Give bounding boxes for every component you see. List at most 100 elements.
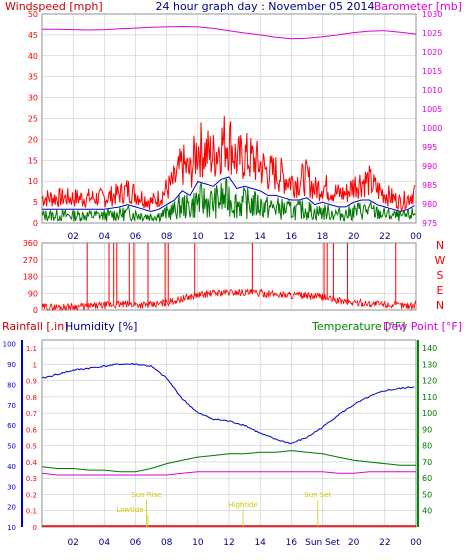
humidity-tick-label: 20 [7,504,16,512]
humidity-axis-title: Humidity [%] [65,320,137,333]
x-tick-label-bottom: 08 [161,538,173,548]
direction-trace [41,288,417,312]
barometer-axis-title: Barometer [mb] [374,0,462,13]
wind-tick-label: 10 [28,177,38,186]
rain-tick-label: 0.6 [26,426,38,434]
windspeed-axis-title: Windspeed [mph] [5,0,103,13]
temperature-tick-label: 40 [422,507,432,516]
compass-label: N [436,239,444,252]
x-tick-label-top: 12 [223,232,234,242]
event-label: Hightide [228,501,258,509]
barometer-tick-label: 995 [422,143,437,152]
barometer-tick-label: 1030 [422,10,442,19]
wind-tick-label: 20 [28,135,38,144]
temperature-axis-title: Temperature [°F] [311,320,406,333]
humidity-tick-label: 50 [7,443,16,451]
rain-tick-label: 1.1 [26,345,37,353]
temperature-tick-label: 110 [422,393,437,402]
x-tick-label-top: 16 [286,232,298,242]
wind-tick-label: 0 [33,219,38,228]
barometer-tick-label: 980 [422,200,437,209]
dewpoint-line [41,471,416,476]
direction-tick-label: 90 [28,289,38,298]
wind-tick-label: 5 [33,198,38,207]
barometer-tick-label: 1000 [422,124,442,133]
temperature-tick-label: 50 [422,490,432,499]
temperature-tick-label: 80 [422,442,432,451]
direction-tick-label: 0 [33,306,38,315]
wind-tick-label: 50 [28,10,38,19]
barometer-tick-label: 1015 [422,67,442,76]
rain-tick-label: 0 [33,524,37,532]
x-tick-label-bottom: 12 [223,538,234,548]
temperature-tick-label: 130 [422,360,437,369]
rain-tick-label: 0.3 [26,475,37,483]
humidity-tick-label: 70 [7,402,16,410]
wind-speed-line [41,178,416,223]
x-tick-label-top: 14 [254,232,266,242]
rain-tick-label: 0.4 [26,459,38,467]
humidity-tick-label: 10 [7,524,16,532]
wind-tick-label: 15 [28,156,38,165]
wind-tick-label: 45 [28,31,38,40]
wind-tick-label: 30 [28,94,38,103]
x-tick-label-bottom: 16 [286,538,298,548]
rain-tick-label: 0.8 [26,394,37,402]
temperature-line [41,450,416,473]
compass-label: N [436,299,444,312]
x-tick-label-bottom: Sun Set [305,538,340,548]
barometer-tick-label: 975 [422,219,437,228]
temperature-tick-label: 120 [422,377,437,386]
wind-gust-line [41,115,416,211]
x-tick-label-top: 22 [379,232,390,242]
graph-title: 24 hour graph day : November 05 2014 [155,0,374,13]
x-tick-label-bottom: 10 [192,538,204,548]
rain-tick-label: 0.1 [26,508,37,516]
barometer-tick-label: 985 [422,181,437,190]
barometer-tick-label: 1020 [422,48,442,57]
rain-tick-label: 0.5 [26,443,37,451]
rain-tick-label: 0.2 [26,491,37,499]
rain-tick-label: 1 [33,361,37,369]
barometer-tick-label: 1010 [422,86,442,95]
wind-tick-label: 40 [28,52,38,61]
x-tick-label-bottom: 14 [254,538,266,548]
event-label: Sun Set [304,491,331,499]
x-tick-label-bottom: 04 [99,538,111,548]
compass-label: E [437,284,444,297]
wind-tick-label: 35 [28,73,38,82]
temperature-tick-label: 90 [422,425,432,434]
x-tick-label-bottom: 06 [130,538,142,548]
wind-tick-label: 25 [28,115,38,124]
rain-tick-label: 0.7 [26,410,37,418]
humidity-tick-label: 30 [7,483,16,491]
humidity-tick-label: 40 [7,463,16,471]
compass-label: S [437,269,444,282]
event-label: Lowtide [116,506,143,514]
compass-label: W [435,254,446,267]
humidity-tick-label: 60 [7,422,16,430]
barometer-tick-label: 1005 [422,105,442,114]
temperature-tick-label: 70 [422,458,432,467]
humidity-tick-label: 80 [7,381,16,389]
x-tick-label-top: 00 [410,232,422,242]
barometer-line [42,25,417,40]
temperature-tick-label: 60 [422,474,432,483]
humidity-line [41,362,415,445]
x-tick-label-top: 08 [161,232,173,242]
temperature-tick-label: 100 [422,409,437,418]
direction-tick-label: 180 [23,273,38,282]
humidity-tick-label: 90 [7,361,16,369]
x-tick-label-bottom: 20 [348,538,360,548]
rain-tick-label: 0.9 [26,378,37,386]
rainfall-axis-title: Rainfall [.in] [2,320,69,333]
wind-average-line [42,176,415,213]
barometer-tick-label: 1025 [422,29,442,38]
x-tick-label-top: 18 [317,232,329,242]
direction-tick-label: 360 [23,239,38,248]
x-tick-label-top: 02 [67,232,78,242]
x-tick-label-top: 04 [99,232,111,242]
direction-tick-label: 270 [23,256,38,265]
